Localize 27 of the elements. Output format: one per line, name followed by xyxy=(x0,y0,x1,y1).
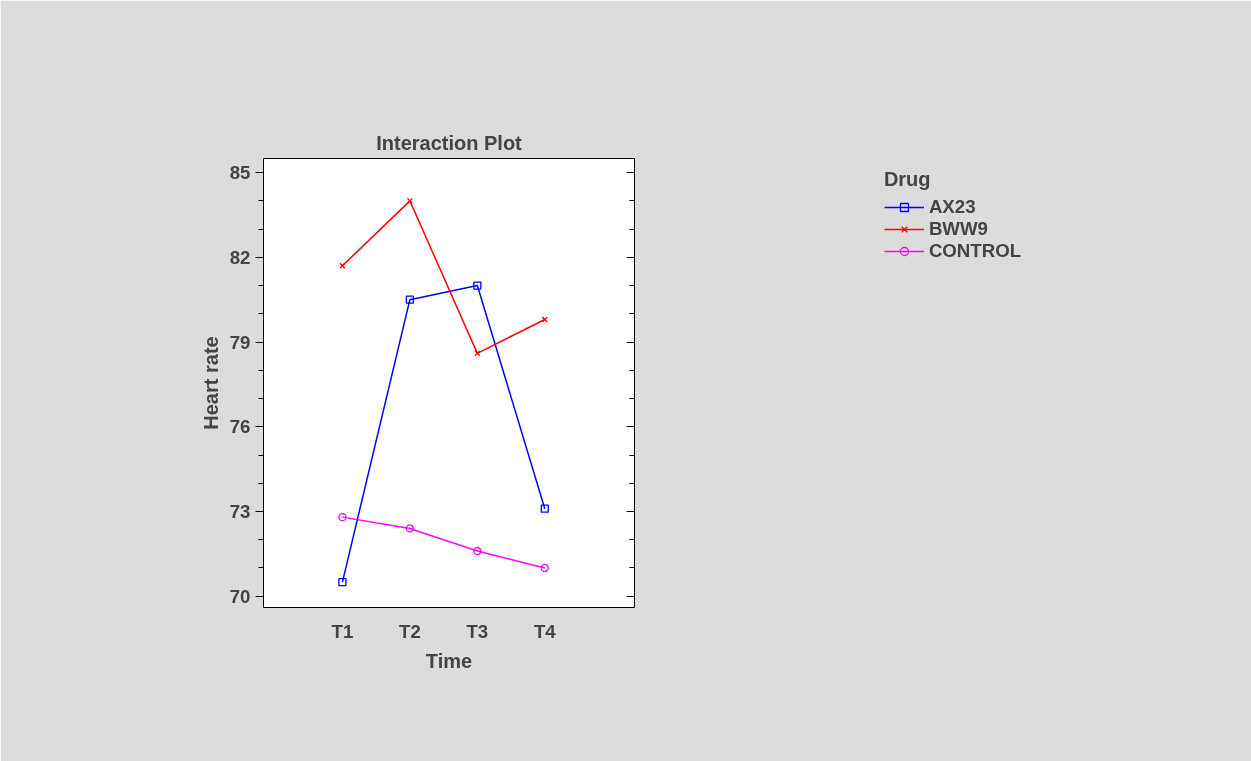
y-tick-label: 79 xyxy=(229,331,251,353)
x-tick-label: T2 xyxy=(398,620,421,642)
x-axis-title: Time xyxy=(425,649,473,672)
point xyxy=(541,316,548,323)
point xyxy=(405,295,415,304)
y-tick-label: 70 xyxy=(229,585,251,607)
y-tick-label: 76 xyxy=(229,416,251,438)
x-tick-label: T4 xyxy=(533,620,557,642)
point xyxy=(338,512,347,522)
legend-title: Drug xyxy=(883,168,932,191)
legend-label: CONTROL xyxy=(928,240,1022,262)
point xyxy=(473,546,482,556)
point xyxy=(540,563,549,573)
point xyxy=(405,524,415,533)
y-axis-title: Heart rate xyxy=(199,336,222,430)
point xyxy=(473,281,482,290)
point xyxy=(540,504,549,513)
legend-label: BWW9 xyxy=(928,218,988,240)
chart-title: Interaction Plot xyxy=(376,131,523,154)
point xyxy=(339,262,346,269)
legend-label: AX23 xyxy=(928,196,976,218)
y-tick-label: 73 xyxy=(229,500,251,522)
x-tick-label: T3 xyxy=(466,620,489,642)
y-tick-label: 82 xyxy=(229,246,251,268)
y-tick-label: 85 xyxy=(229,162,251,184)
point xyxy=(338,577,347,587)
x-tick-label: T1 xyxy=(331,620,354,642)
